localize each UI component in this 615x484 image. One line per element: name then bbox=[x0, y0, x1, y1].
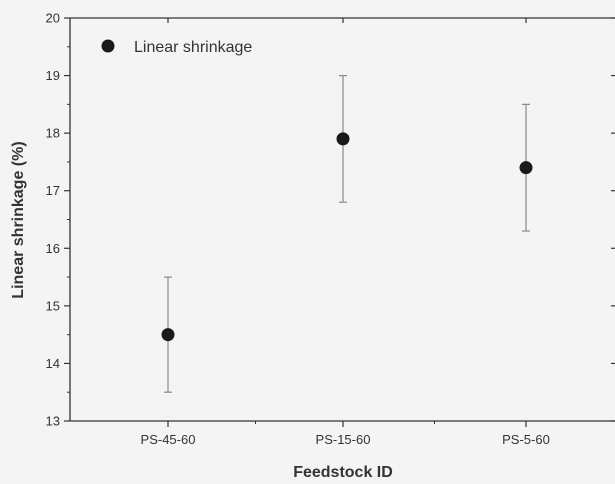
axes bbox=[64, 17, 615, 427]
y-axis-title: Linear shrinkage (%) bbox=[10, 141, 27, 298]
y-tick-label: 16 bbox=[46, 241, 60, 256]
legend-label: Linear shrinkage bbox=[134, 39, 252, 56]
y-tick-label: 13 bbox=[46, 414, 60, 429]
legend-marker bbox=[101, 39, 115, 53]
y-tick-label: 14 bbox=[46, 356, 60, 371]
x-tick-label: PS-5-60 bbox=[502, 432, 550, 447]
data-points bbox=[161, 132, 533, 342]
data-point bbox=[161, 328, 175, 342]
data-point bbox=[519, 161, 533, 175]
x-tick-label: PS-45-60 bbox=[141, 432, 196, 447]
tick-labels: 13 14 15 16 17 18 19 20 PS-45-60 PS-15-60 PS-5-60 bbox=[46, 11, 550, 448]
x-axis-title: Feedstock ID bbox=[293, 464, 393, 481]
y-tick-label: 18 bbox=[46, 126, 60, 141]
y-tick-label: 19 bbox=[46, 68, 60, 83]
y-tick-label: 15 bbox=[46, 298, 60, 313]
data-point bbox=[336, 132, 350, 146]
y-tick-label: 17 bbox=[46, 183, 60, 198]
y-tick-label: 20 bbox=[46, 11, 60, 26]
x-tick-label: PS-15-60 bbox=[316, 432, 371, 447]
legend: Linear shrinkage bbox=[101, 39, 252, 56]
error-bars bbox=[164, 74, 530, 393]
